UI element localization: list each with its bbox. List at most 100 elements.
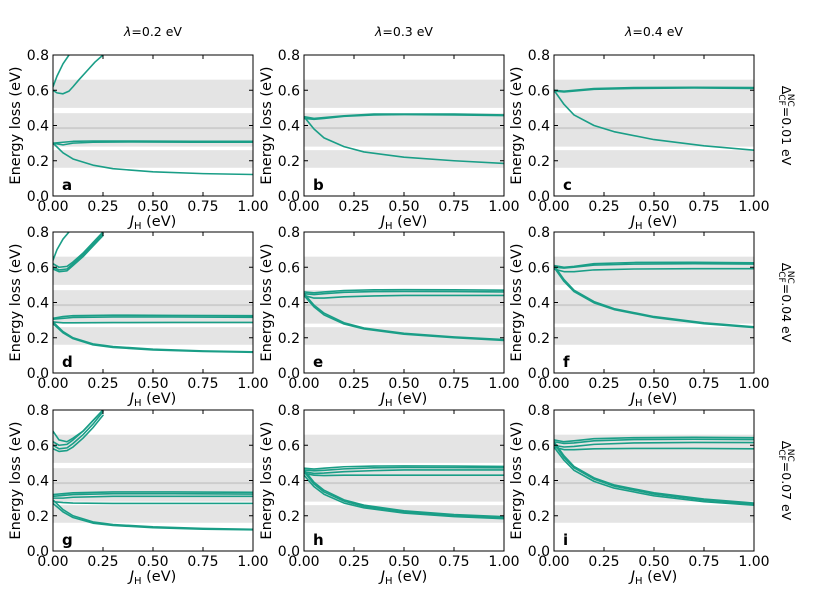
y-tick-label: 0.2 xyxy=(27,331,49,347)
y-tick-label: 0.6 xyxy=(528,260,550,276)
curve-group xyxy=(554,261,754,329)
series-line-3 xyxy=(304,472,504,477)
series-line-2 xyxy=(53,410,104,450)
y-tick-label: 0.0 xyxy=(278,544,300,560)
y-tick-label: 0.0 xyxy=(27,189,49,205)
x-axis-subscript: H xyxy=(635,221,643,232)
series-line-9 xyxy=(53,502,253,531)
series-line-1 xyxy=(53,55,104,95)
y-tick-label: 0.2 xyxy=(278,331,300,347)
y-tick-label: 0.6 xyxy=(278,438,300,454)
series-line-1 xyxy=(554,87,754,93)
panel-i: 0.00 0.25 0.50 0.75 1.00 0.0 0.2 0.4 0.6 0.8 JH (e… xyxy=(509,403,770,587)
x-tick-label: 0.00 xyxy=(288,554,319,570)
x-tick-label: 0.75 xyxy=(688,199,719,215)
panel-letter: e xyxy=(313,353,323,371)
series-line-2 xyxy=(554,89,754,151)
series-line-5 xyxy=(53,316,253,321)
x-axis-symbol: J xyxy=(628,214,635,230)
series-line-0 xyxy=(304,465,504,470)
y-tick-label: 0.4 xyxy=(27,119,49,135)
panel-a: 0.00 0.25 0.50 0.75 1.00 0.0 0.2 0.4 0.6 0.8 JH (e… xyxy=(8,48,269,232)
series-line-4 xyxy=(53,491,253,496)
row-title-delta: Δ xyxy=(779,441,794,450)
row-title-superscript: NC xyxy=(785,449,795,462)
series-line-3 xyxy=(554,446,754,451)
x-axis-symbol: J xyxy=(378,214,385,230)
shaded-band-0 xyxy=(554,150,754,168)
shaded-band-0 xyxy=(53,505,253,523)
curve-group xyxy=(53,232,253,354)
series-line-0 xyxy=(53,232,71,261)
y-tick-label: 0.0 xyxy=(27,366,49,382)
series-line-3 xyxy=(53,234,104,273)
y-tick-label: 0.4 xyxy=(528,296,550,312)
series-line-1 xyxy=(304,290,504,296)
panel-letter: a xyxy=(62,176,72,194)
series-line-2 xyxy=(304,294,504,299)
y-tick-label: 0.4 xyxy=(528,119,550,135)
shaded-band-2 xyxy=(304,434,504,463)
panel-d: 0.00 0.25 0.50 0.75 1.00 0.0 0.2 0.4 0.6 0.8 JH (e… xyxy=(8,225,269,409)
shaded-band-2 xyxy=(304,79,504,108)
x-tick-label: 0.75 xyxy=(438,199,469,215)
row-title-value: =0.01 eV xyxy=(779,107,794,166)
x-axis-symbol: J xyxy=(378,569,385,585)
x-tick-label: 0.50 xyxy=(137,199,168,215)
row-title-subscript: CF xyxy=(776,271,786,282)
x-axis-title: JH (eV) xyxy=(378,391,428,409)
y-tick-label: 0.6 xyxy=(27,83,49,99)
series-line-5 xyxy=(53,492,253,498)
x-tick-label: 0.50 xyxy=(388,554,419,570)
y-tick-label: 0.8 xyxy=(278,403,300,419)
series-line-0 xyxy=(554,261,754,269)
y-axis-title: Energy loss (eV) xyxy=(259,421,275,539)
x-tick-label: 1.00 xyxy=(738,376,769,392)
x-axis-title: JH (eV) xyxy=(127,391,177,409)
shaded-band-2 xyxy=(53,434,253,463)
series-line-7 xyxy=(53,500,253,505)
y-tick-label: 0.4 xyxy=(278,119,300,135)
shaded-band-1 xyxy=(554,113,754,147)
shaded-band-1 xyxy=(304,113,504,147)
x-axis-subscript: H xyxy=(134,221,142,232)
series-line-3 xyxy=(304,292,504,341)
y-axis-title: Energy loss (eV) xyxy=(509,66,525,184)
x-axis-title: JH (eV) xyxy=(628,214,678,232)
column-title-3: λ=0.4 eV xyxy=(624,24,683,39)
x-tick-label: 0.00 xyxy=(37,199,68,215)
x-tick-label: 0.25 xyxy=(588,376,619,392)
x-tick-label: 1.00 xyxy=(738,199,769,215)
series-line-2 xyxy=(304,469,504,475)
x-tick-label: 1.00 xyxy=(237,376,268,392)
column-title-symbol: λ xyxy=(624,24,632,39)
y-tick-label: 0.6 xyxy=(27,438,49,454)
x-axis-title: JH (eV) xyxy=(628,391,678,409)
x-tick-label: 1.00 xyxy=(488,554,519,570)
column-title-symbol: λ xyxy=(374,24,382,39)
series-line-1 xyxy=(53,232,104,269)
y-tick-label: 0.8 xyxy=(27,403,49,419)
x-axis-symbol: J xyxy=(127,391,134,407)
shaded-band-2 xyxy=(53,79,253,108)
x-axis-subscript: H xyxy=(385,576,393,587)
curve-group xyxy=(554,436,754,506)
curve-group xyxy=(304,288,504,342)
shaded-band-0 xyxy=(53,150,253,168)
y-tick-label: 0.8 xyxy=(278,48,300,64)
x-tick-label: 0.75 xyxy=(187,376,218,392)
series-line-1 xyxy=(304,466,504,472)
x-tick-label: 0.25 xyxy=(87,554,118,570)
panel-e: 0.00 0.25 0.50 0.75 1.00 0.0 0.2 0.4 0.6 0.8 JH (e… xyxy=(259,225,520,409)
y-tick-label: 0.8 xyxy=(528,225,550,241)
series-line-1 xyxy=(53,410,104,447)
x-axis-symbol: J xyxy=(628,569,635,585)
x-tick-label: 0.75 xyxy=(438,554,469,570)
column-title-value: =0.2 eV xyxy=(131,24,182,39)
panel-letter: c xyxy=(563,176,572,194)
series-line-0 xyxy=(554,436,754,443)
y-tick-label: 0.4 xyxy=(528,474,550,490)
y-axis-title: Energy loss (eV) xyxy=(509,243,525,361)
x-axis-unit: (eV) xyxy=(643,569,678,585)
series-line-6 xyxy=(53,321,253,324)
